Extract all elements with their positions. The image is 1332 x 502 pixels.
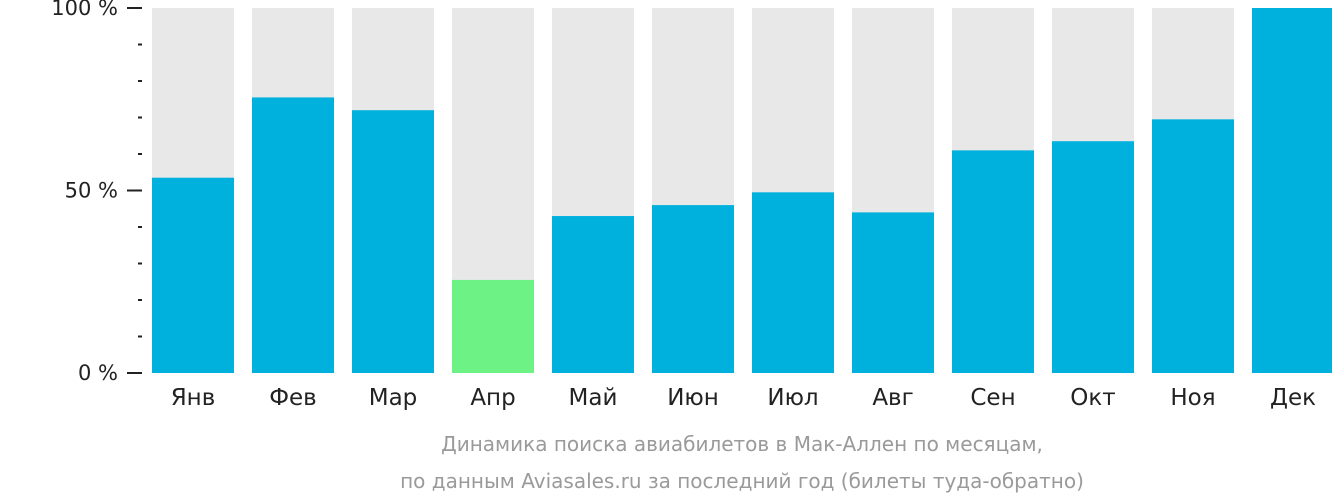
bar-6 (652, 205, 734, 373)
y-tick-label-3: 0 % (78, 361, 118, 385)
bar-12 (1252, 8, 1332, 373)
bar-9 (952, 150, 1034, 373)
bar-10 (1052, 141, 1134, 373)
chart-caption: Динамика поиска авиабилетов в Мак-Аллен … (400, 432, 1084, 493)
x-tick-label-10: Окт (1070, 385, 1115, 411)
bar-3 (352, 110, 434, 373)
x-tick-label-1: Янв (171, 385, 216, 411)
x-tick-label-11: Ноя (1170, 385, 1215, 411)
caption-line-2: по данным Aviasales.ru за последний год … (400, 469, 1084, 493)
x-tick-label-5: Май (569, 385, 618, 411)
x-axis-labels: Янв Фев Мар Апр Май Июн Июл Авг Сен Окт Ноя Дек (171, 385, 1316, 411)
x-tick-label-2: Фев (269, 385, 317, 411)
bar-5 (552, 216, 634, 373)
y-axis: 100 % 50 % 0 % (51, 0, 142, 385)
y-tick-label-1: 100 % (51, 0, 118, 20)
bar-2 (252, 97, 334, 374)
x-tick-label-6: Июн (667, 385, 719, 411)
bar-8 (852, 212, 934, 373)
bar-1 (152, 177, 234, 373)
data-bars (152, 8, 1332, 374)
y-tick-label-2: 50 % (65, 179, 118, 203)
x-tick-label-8: Авг (872, 385, 913, 411)
bar-11 (1152, 119, 1234, 373)
bar-7 (752, 192, 834, 373)
x-tick-label-7: Июл (767, 385, 818, 411)
x-tick-label-4: Апр (470, 385, 515, 411)
x-tick-label-3: Мар (369, 385, 418, 411)
x-tick-label-12: Дек (1270, 385, 1316, 411)
caption-line-1: Динамика поиска авиабилетов в Мак-Аллен … (441, 432, 1043, 456)
x-tick-label-9: Сен (970, 385, 1015, 411)
bar-4 (452, 279, 534, 373)
